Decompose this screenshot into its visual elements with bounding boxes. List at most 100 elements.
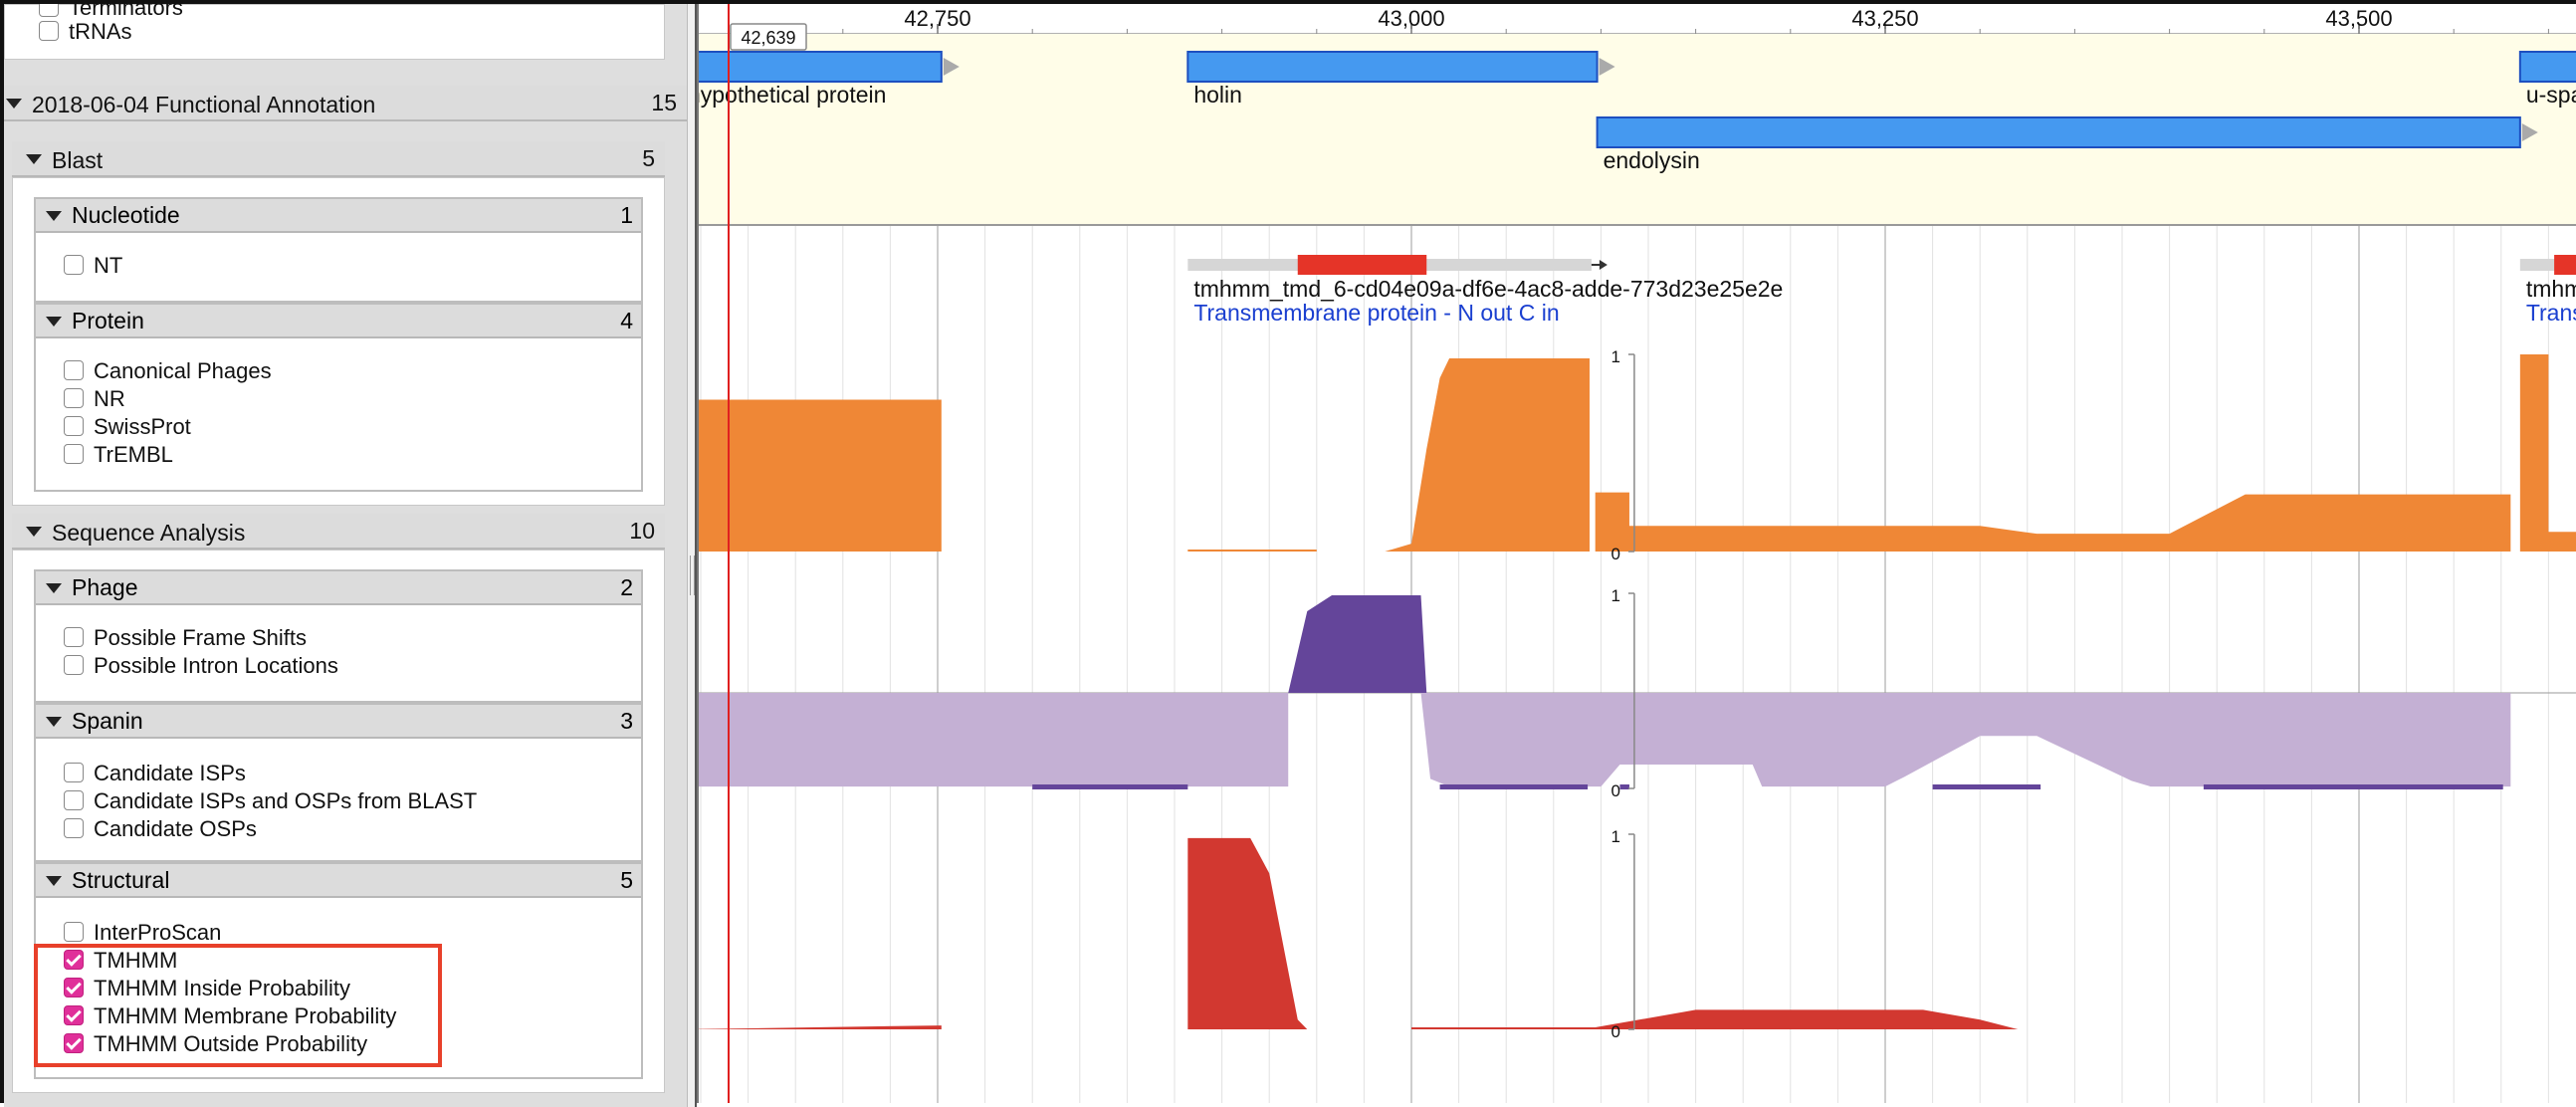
track-item-possible-intron-locations[interactable]: Possible Intron Locations bbox=[64, 651, 338, 679]
tmhmm-membrane-baseline-segment bbox=[1932, 784, 2041, 789]
collapse-triangle-icon[interactable] bbox=[46, 316, 62, 327]
tmhmm-feature-id: tmhmm_tmd_6-cd04e09a-df6e-4ac8-adde-773d… bbox=[1193, 276, 1783, 302]
subcategory-nucleotide: Nucleotide 1 NT bbox=[34, 197, 643, 303]
plot-scale-label: 1 bbox=[1610, 347, 1619, 366]
category-header-blast[interactable]: Blast 5 bbox=[12, 141, 665, 177]
subcategory-header-spanin[interactable]: Spanin 3 bbox=[36, 705, 641, 739]
subcategory-phage: Phage 2 Possible Frame Shifts Possible I… bbox=[34, 569, 643, 703]
tmhmm-transmembrane-segment bbox=[1297, 255, 1427, 275]
collapse-triangle-icon[interactable] bbox=[46, 875, 62, 886]
track-item-interproscan[interactable]: InterProScan bbox=[64, 918, 221, 946]
checkbox-icon[interactable] bbox=[64, 444, 84, 465]
ruler-tick-label: 43,500 bbox=[2325, 6, 2392, 31]
subcategory-header-nucleotide[interactable]: Nucleotide 1 bbox=[36, 199, 641, 233]
plot-scale-label: 0 bbox=[1610, 545, 1619, 563]
checkbox-icon[interactable] bbox=[64, 655, 84, 676]
checkbox-icon[interactable] bbox=[39, 4, 59, 18]
collapse-triangle-icon[interactable] bbox=[26, 526, 42, 537]
track-item-terminators[interactable]: Terminators bbox=[39, 4, 183, 21]
ruler-tick-label: 43,000 bbox=[1378, 6, 1444, 31]
checkbox-checked-icon[interactable] bbox=[64, 978, 84, 998]
track-item-nt[interactable]: NT bbox=[64, 251, 122, 279]
tmhmm-feature-id: tmhm bbox=[2526, 276, 2576, 302]
track-item-nr[interactable]: NR bbox=[64, 384, 125, 412]
collapse-triangle-icon[interactable] bbox=[46, 210, 62, 221]
tracks-canvas[interactable]: 42,750 43,000 43,250 43,500 hypothetical pro… bbox=[697, 4, 2576, 1103]
tmhmm-inside-probability-plot bbox=[697, 354, 2576, 552]
genome-track-area[interactable]: 42,750 43,000 43,250 43,500 hypothetical pro… bbox=[697, 4, 2576, 1103]
gene-label: u-spanin bbox=[2526, 82, 2576, 108]
checkbox-icon[interactable] bbox=[64, 255, 84, 276]
checkbox-icon[interactable] bbox=[64, 360, 84, 381]
track-item-tmhmm-outside-probability[interactable]: TMHMM Outside Probability bbox=[64, 1029, 367, 1057]
track-item-candidate-isps[interactable]: Candidate ISPs bbox=[64, 759, 246, 786]
track-selector-sidebar: Terminators tRNAs 2018-06-04 Functional … bbox=[4, 4, 687, 1107]
plot-scale-label: 1 bbox=[1610, 827, 1619, 846]
gene-feature bbox=[1596, 116, 2521, 148]
tmhmm-feature-description: Transmembrane protein - N out C in bbox=[1193, 300, 1559, 326]
position-label-box bbox=[730, 23, 807, 51]
category-header-sequence-analysis[interactable]: Sequence Analysis 10 bbox=[12, 514, 665, 550]
collapse-triangle-icon[interactable] bbox=[46, 716, 62, 727]
subcategory-protein: Protein 4 Canonical Phages NR SwissProt … bbox=[34, 303, 643, 492]
top-category-panel: Terminators tRNAs bbox=[4, 4, 665, 60]
tmhmm-membrane-baseline-segment bbox=[1439, 784, 1589, 789]
checkbox-checked-icon[interactable] bbox=[64, 1005, 84, 1026]
checkbox-icon[interactable] bbox=[64, 790, 84, 811]
subcategory-header-phage[interactable]: Phage 2 bbox=[36, 571, 641, 605]
track-item-possible-frame-shifts[interactable]: Possible Frame Shifts bbox=[64, 623, 307, 651]
track-item-tmhmm-membrane-probability[interactable]: TMHMM Membrane Probability bbox=[64, 1001, 396, 1029]
gene-feature bbox=[1186, 51, 1599, 83]
checkbox-checked-icon[interactable] bbox=[64, 1033, 84, 1054]
strand-arrow-icon bbox=[1599, 260, 1608, 270]
checkbox-icon[interactable] bbox=[64, 763, 84, 783]
track-item-candidate-isps-osps-blast[interactable]: Candidate ISPs and OSPs from BLAST bbox=[64, 786, 477, 814]
checkbox-icon[interactable] bbox=[64, 627, 84, 648]
gene-label: endolysin bbox=[1604, 147, 1700, 173]
track-item-swissprot[interactable]: SwissProt bbox=[64, 412, 191, 440]
pane-splitter[interactable] bbox=[687, 4, 697, 1107]
strand-arrow-icon bbox=[2521, 123, 2538, 141]
collapse-triangle-icon[interactable] bbox=[6, 98, 22, 109]
highlight-box bbox=[34, 944, 442, 1067]
gene-label: hypothetical protein bbox=[697, 82, 886, 108]
collapse-triangle-icon[interactable] bbox=[26, 153, 42, 164]
strand-arrow-icon bbox=[1599, 58, 1615, 76]
gene-feature bbox=[2518, 51, 2576, 83]
ruler-tick-label: 43,250 bbox=[1851, 6, 1918, 31]
subcategory-header-structural[interactable]: Structural 5 bbox=[36, 864, 641, 898]
ruler-bar bbox=[697, 4, 2576, 34]
ruler-tick-label: 42,750 bbox=[904, 6, 970, 31]
plot-scale-label: 0 bbox=[1610, 781, 1619, 800]
tmhmm-membrane-baseline-segment bbox=[2203, 784, 2503, 789]
gene-label: holin bbox=[1193, 82, 1242, 108]
checkbox-icon[interactable] bbox=[39, 21, 59, 42]
tmhmm-membrane-baseline-segment bbox=[1619, 784, 1629, 789]
track-item-tmhmm-inside-probability[interactable]: TMHMM Inside Probability bbox=[64, 974, 350, 1001]
checkbox-icon[interactable] bbox=[64, 818, 84, 839]
track-item-trnas[interactable]: tRNAs bbox=[39, 17, 132, 45]
subcategory-header-protein[interactable]: Protein 4 bbox=[36, 305, 641, 338]
splitter-grip-icon[interactable] bbox=[690, 555, 695, 595]
track-item-canonical-phages[interactable]: Canonical Phages bbox=[64, 356, 272, 384]
checkbox-icon[interactable] bbox=[64, 416, 84, 437]
collapse-triangle-icon[interactable] bbox=[46, 582, 62, 593]
tmhmm-membrane-baseline-segment bbox=[1032, 784, 1188, 789]
tmhmm-feature-description: Trans bbox=[2526, 300, 2576, 326]
position-label: 42,639 bbox=[741, 28, 795, 48]
checkbox-icon[interactable] bbox=[64, 922, 84, 943]
tmhmm-membrane-complement-plot bbox=[697, 693, 2511, 787]
plot-scale-label: 0 bbox=[1610, 1022, 1619, 1041]
plot-scale-label: 1 bbox=[1610, 586, 1619, 605]
subcategory-spanin: Spanin 3 Candidate ISPs Candidate ISPs a… bbox=[34, 703, 643, 862]
checkbox-checked-icon[interactable] bbox=[64, 950, 84, 971]
track-item-candidate-osps[interactable]: Candidate OSPs bbox=[64, 814, 257, 842]
tmhmm-transmembrane-segment bbox=[2554, 255, 2576, 275]
gene-feature bbox=[697, 51, 943, 83]
subcategory-structural: Structural 5 InterProScan TMHMM TMHMM In… bbox=[34, 862, 643, 1079]
checkbox-icon[interactable] bbox=[64, 388, 84, 409]
track-item-tmhmm[interactable]: TMHMM bbox=[64, 946, 177, 974]
strand-arrow-icon bbox=[943, 58, 960, 76]
track-item-trembl[interactable]: TrEMBL bbox=[64, 440, 173, 468]
category-header-functional-annotation[interactable]: 2018-06-04 Functional Annotation 15 bbox=[4, 86, 687, 121]
